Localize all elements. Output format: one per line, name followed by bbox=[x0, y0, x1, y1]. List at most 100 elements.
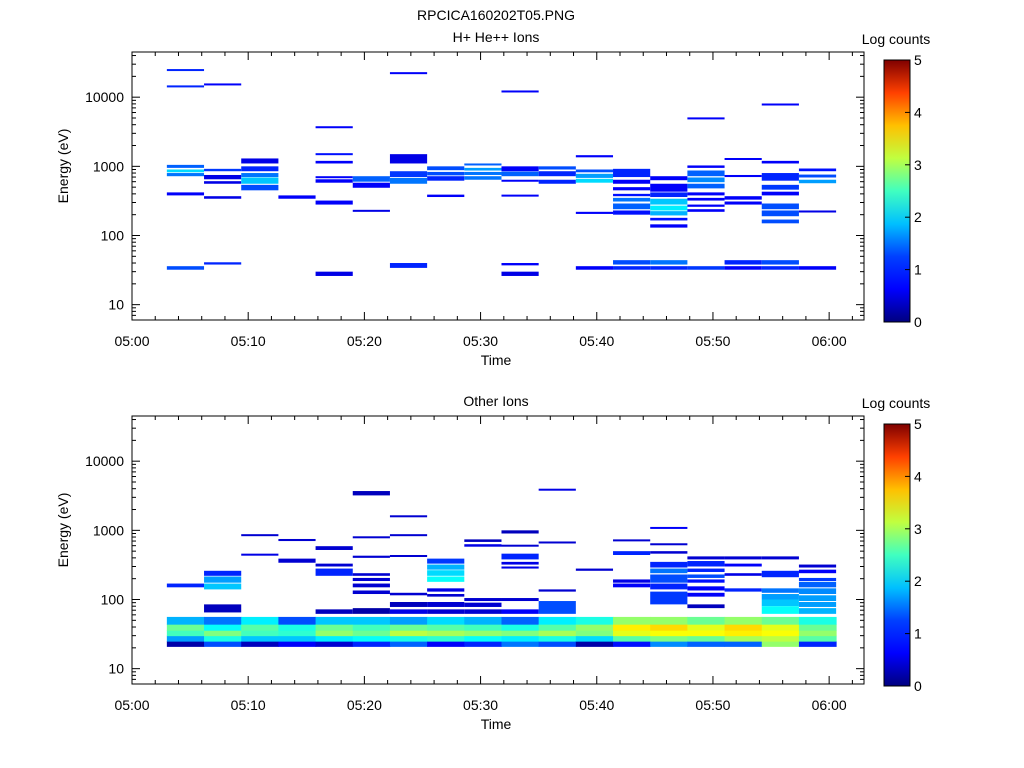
heatmap-cell bbox=[241, 158, 279, 164]
heatmap-cell bbox=[613, 551, 651, 555]
heatmap-cell bbox=[352, 577, 390, 582]
heatmap-cell bbox=[315, 641, 354, 647]
heatmap-cell bbox=[687, 204, 725, 207]
colorbar-tick-label: 3 bbox=[914, 521, 922, 537]
heatmap-cell bbox=[464, 609, 502, 614]
colorbar-tick-label: 1 bbox=[914, 626, 922, 642]
heatmap-cell bbox=[538, 166, 576, 170]
heatmap-cell bbox=[687, 556, 725, 560]
heatmap-cell bbox=[166, 630, 205, 637]
heatmap-cell bbox=[427, 176, 465, 181]
heatmap-cell bbox=[761, 606, 799, 614]
heatmap-cell bbox=[464, 171, 502, 175]
heatmap-cell bbox=[687, 604, 725, 609]
x-tick-label: 05:40 bbox=[579, 333, 614, 349]
heatmap-cell bbox=[798, 616, 837, 625]
x-tick-label: 05:20 bbox=[347, 697, 382, 713]
heatmap-cell bbox=[724, 260, 762, 265]
heatmap-cell bbox=[427, 624, 465, 631]
heatmap-cell bbox=[650, 568, 688, 574]
heatmap-cell bbox=[501, 271, 539, 276]
heatmap-cell bbox=[798, 630, 837, 637]
x-tick-label: 05:10 bbox=[231, 697, 266, 713]
heatmap-cell bbox=[501, 166, 539, 172]
colorbar-tick-label: 4 bbox=[914, 104, 922, 120]
x-tick-label: 05:30 bbox=[463, 697, 498, 713]
heatmap-cell bbox=[166, 192, 205, 196]
heatmap-cell bbox=[389, 616, 428, 625]
colorbar-tick-label: 5 bbox=[914, 416, 922, 432]
heatmap-cell bbox=[315, 153, 353, 156]
heatmap-cell bbox=[613, 203, 651, 210]
heatmap-cell bbox=[761, 184, 799, 190]
heatmap-cell bbox=[650, 217, 688, 221]
heatmap-cell bbox=[613, 266, 651, 270]
heatmap-cell bbox=[427, 576, 465, 582]
heatmap-cell bbox=[538, 624, 577, 631]
heatmap-cell bbox=[724, 563, 762, 567]
heatmap-cell bbox=[538, 488, 576, 491]
heatmap-cell bbox=[501, 635, 540, 642]
heatmap-cell bbox=[427, 616, 465, 625]
heatmap-cell bbox=[798, 595, 837, 602]
heatmap-cell bbox=[166, 266, 205, 270]
heatmap-cell bbox=[315, 635, 354, 642]
heatmap-cell bbox=[538, 635, 577, 642]
heatmap-cell bbox=[687, 635, 726, 642]
heatmap-cell bbox=[464, 167, 502, 171]
colorbar bbox=[883, 59, 911, 323]
heatmap-cell bbox=[427, 635, 465, 642]
heatmap-cell bbox=[650, 526, 688, 529]
heatmap-cell bbox=[650, 591, 688, 600]
y-tick-label: 1000 bbox=[93, 158, 124, 174]
heatmap-cell bbox=[538, 641, 577, 647]
heatmap-cell bbox=[501, 194, 539, 197]
heatmap-cell bbox=[687, 641, 726, 647]
heatmap-cell bbox=[278, 195, 316, 199]
heatmap-cell bbox=[613, 187, 651, 191]
heatmap-cell bbox=[241, 534, 279, 537]
heatmap-cell bbox=[166, 583, 205, 588]
heatmap-cell bbox=[613, 539, 651, 542]
heatmap-cell bbox=[315, 630, 354, 637]
heatmap-cell bbox=[687, 592, 725, 597]
heatmap-cell bbox=[241, 641, 279, 647]
heatmap-cell bbox=[464, 163, 502, 166]
heatmap-cell bbox=[278, 630, 317, 637]
colorbar-label: Log counts bbox=[862, 31, 931, 47]
heatmap-cell bbox=[204, 570, 242, 576]
heatmap-cell bbox=[724, 157, 762, 160]
heatmap-cell bbox=[501, 598, 539, 602]
heatmap-cell bbox=[761, 556, 799, 560]
heatmap-cell bbox=[389, 515, 428, 518]
heatmap-cell bbox=[166, 616, 205, 625]
heatmap-cell bbox=[798, 588, 837, 595]
heatmap-cell bbox=[501, 553, 539, 560]
heatmap-cell bbox=[724, 196, 762, 200]
heatmap-cell bbox=[798, 624, 837, 631]
heatmap-cell bbox=[204, 641, 242, 647]
heatmap-cell bbox=[315, 563, 353, 567]
heatmap-cell bbox=[501, 609, 539, 614]
heatmap-cell bbox=[352, 573, 390, 576]
heatmap-cell bbox=[464, 616, 502, 625]
heatmap-cell bbox=[352, 635, 391, 642]
heatmap-cell bbox=[501, 544, 539, 547]
heatmap-cell bbox=[427, 641, 465, 647]
heatmap-cell bbox=[613, 616, 651, 625]
heatmap-cell bbox=[315, 609, 353, 614]
heatmap-cell bbox=[798, 168, 837, 172]
heatmap-cell bbox=[352, 630, 391, 637]
heatmap-cell bbox=[352, 616, 391, 625]
heatmap-cell bbox=[575, 630, 614, 637]
heatmap-cell bbox=[724, 174, 762, 178]
heatmap-cell bbox=[501, 616, 540, 625]
heatmap-cell bbox=[315, 126, 353, 129]
x-tick-label: 05:20 bbox=[347, 333, 382, 349]
heatmap-cell bbox=[650, 624, 688, 631]
heatmap-cell bbox=[166, 635, 205, 642]
heatmap-cell bbox=[761, 203, 799, 210]
y-tick-label: 10 bbox=[108, 297, 124, 313]
